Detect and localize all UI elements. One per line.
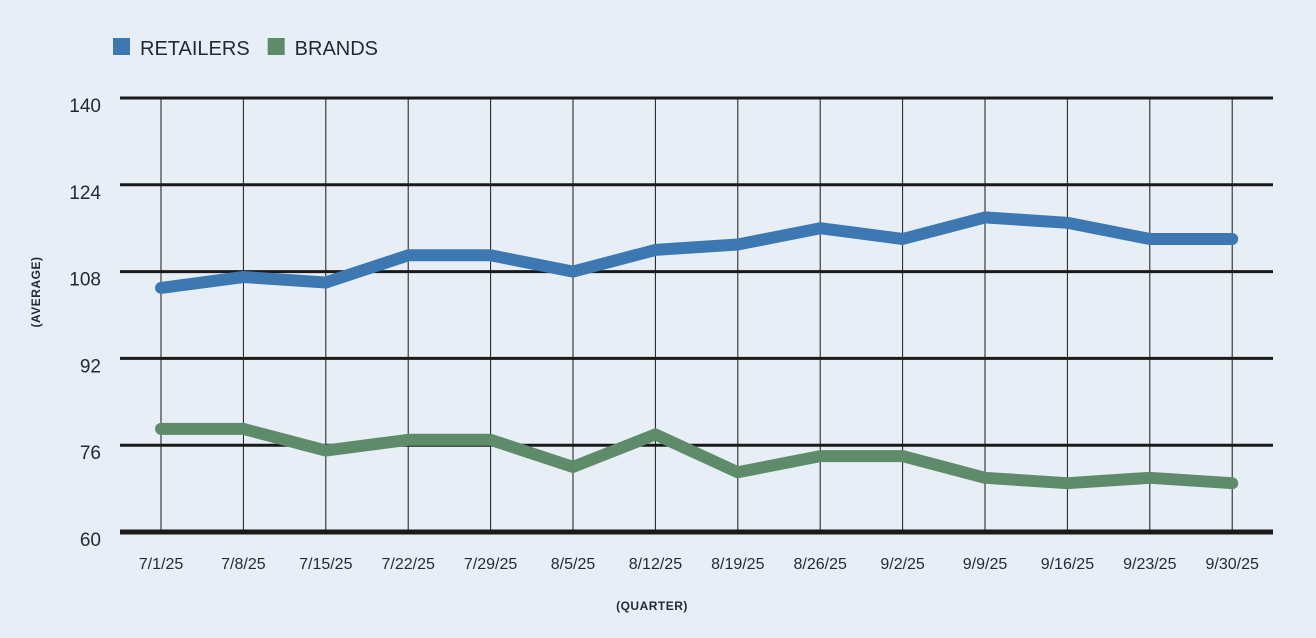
y-tick-label: 108 (69, 270, 101, 291)
legend-label: RETAILERS (140, 38, 250, 60)
legend-swatch (267, 38, 285, 55)
legend-item-retailers: RETAILERS (113, 38, 250, 60)
series-line-retailers (155, 211, 1239, 294)
x-tick-label: 8/19/25 (711, 556, 764, 573)
vertical-gridlines (160, 98, 1233, 532)
x-tick-label: 8/12/25 (629, 556, 682, 573)
y-tick-label: 92 (80, 356, 101, 377)
x-tick-label: 7/1/25 (139, 556, 184, 573)
x-tick-label: 7/8/25 (221, 556, 266, 573)
x-axis-ticks: 7/1/25 7/8/25 7/15/25 7/22/25 7/29/25 8/5/25 8… (139, 556, 1259, 573)
y-tick-label: 124 (69, 183, 101, 204)
legend-label: BRANDS (295, 38, 378, 60)
y-tick-label: 140 (69, 96, 101, 117)
y-axis-title: (AVERAGE) (29, 257, 43, 328)
series-line-brands (155, 422, 1239, 490)
legend-swatch (113, 38, 130, 55)
x-tick-label: 7/15/25 (299, 556, 352, 573)
x-tick-label: 8/26/25 (794, 556, 847, 573)
series-lines (155, 211, 1239, 490)
x-tick-label: 9/2/25 (880, 556, 925, 573)
x-tick-label: 8/5/25 (551, 556, 596, 573)
x-tick-label: 7/22/25 (382, 556, 435, 573)
x-tick-label: 7/29/25 (464, 556, 517, 573)
y-axis-ticks: 60 76 92 108 124 140 (69, 96, 101, 551)
x-tick-label: 9/23/25 (1123, 556, 1176, 573)
legend-item-brands: BRANDS (267, 38, 378, 60)
horizontal-gridlines (120, 96, 1273, 535)
legend: RETAILERS BRANDS (113, 38, 378, 60)
y-tick-label: 60 (80, 530, 101, 551)
x-tick-label: 9/16/25 (1041, 556, 1094, 573)
x-tick-label: 9/30/25 (1206, 556, 1259, 573)
y-tick-label: 76 (80, 443, 101, 464)
x-axis-title: (QUARTER) (616, 599, 688, 613)
x-tick-label: 9/9/25 (963, 556, 1008, 573)
